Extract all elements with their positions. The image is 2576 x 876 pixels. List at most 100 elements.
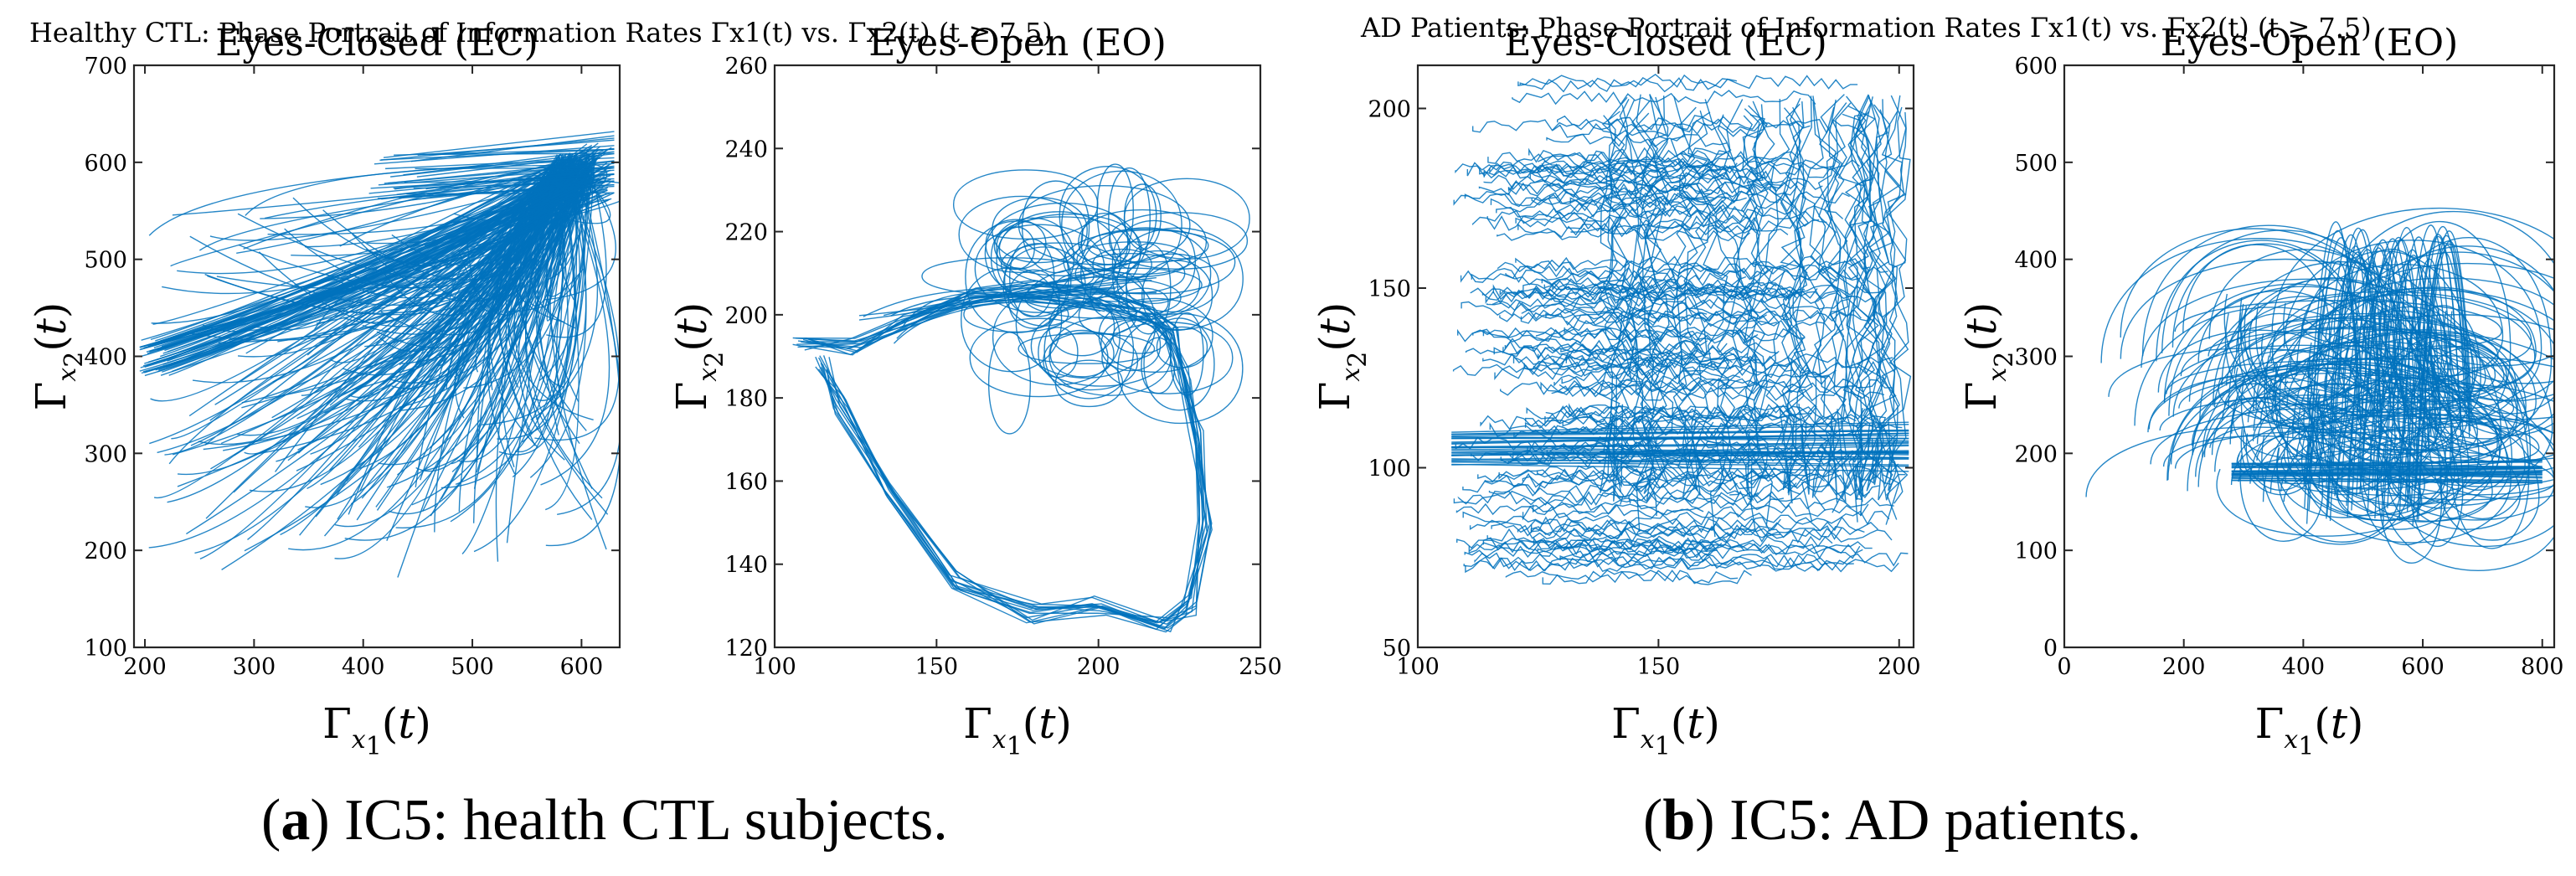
trajectory-line: [2231, 471, 2543, 478]
y-tick-label: 120: [724, 636, 768, 662]
trajectory-line: [900, 280, 1152, 322]
trajectory-line: [2410, 225, 2466, 505]
x-tick-label: 200: [2162, 654, 2206, 680]
trajectory-line: [987, 332, 1032, 435]
trajectory-line: [1462, 479, 1738, 495]
trajectory-line: [801, 283, 1201, 623]
trajectory-line: [1553, 353, 1893, 369]
trajectory-line: [1531, 190, 1850, 206]
trajectory-line: [2231, 462, 2543, 469]
trajectory-line: [2318, 234, 2373, 488]
y-tick-label: 50: [1383, 636, 1411, 662]
trajectory-line: [2362, 334, 2532, 519]
trajectory-line: [1735, 108, 1764, 495]
trajectory-line: [1515, 215, 1820, 232]
trajectory-line: [2208, 317, 2499, 379]
trajectory-group: [1451, 74, 1912, 585]
x-tick-label: 100: [753, 654, 796, 680]
trajectory-line: [1471, 271, 1747, 288]
y-tick-label: 140: [724, 553, 768, 579]
trajectory-line: [157, 176, 602, 373]
trajectory-line: [377, 183, 615, 199]
trajectory-line: [806, 291, 1212, 624]
trajectory-line: [1504, 338, 1708, 353]
trajectory-line: [1553, 539, 1873, 555]
trajectory-line: [1519, 76, 1738, 93]
trajectory-line: [2404, 234, 2460, 502]
trajectory-line: [1533, 536, 1715, 553]
trajectory-line: [866, 286, 1124, 347]
trajectory-line: [2295, 250, 2474, 447]
trajectory-line: [1043, 301, 1135, 399]
trajectory-line: [415, 167, 615, 170]
trajectory-line: [160, 187, 604, 376]
trajectory-line: [1842, 96, 1872, 523]
trajectory-line: [901, 291, 1137, 328]
trajectory-line: [2347, 243, 2403, 518]
panel-title: Eyes-Open (EO): [2161, 22, 2459, 64]
trajectory-line: [1608, 99, 1636, 488]
x-tick-label: 200: [123, 654, 167, 680]
caption-a: (a) IC5: health CTL subjects.: [261, 788, 948, 853]
x-tick-label: 600: [560, 654, 604, 680]
trajectory-line: [155, 189, 608, 371]
trajectory-line: [2262, 378, 2554, 571]
x-tick-label: 200: [1878, 654, 1921, 680]
trajectory-line: [1517, 74, 1858, 90]
trajectory-line: [1631, 100, 1659, 502]
trajectory-line: [1522, 473, 1906, 490]
trajectory-line: [1108, 212, 1249, 270]
trajectory-line: [858, 263, 1128, 321]
trajectory-line: [1483, 168, 1774, 185]
trajectory-line: [162, 179, 607, 354]
trajectory-line: [1112, 319, 1168, 354]
trajectory-line: [393, 173, 615, 189]
trajectory-line: [1647, 96, 1675, 485]
y-tick-label: 0: [2043, 636, 2058, 662]
x-tick-label: 400: [342, 654, 385, 680]
trajectory-line: [1497, 260, 1888, 276]
y-tick-label: 100: [1368, 456, 1411, 482]
panel-title: Eyes-Closed (EC): [215, 22, 538, 64]
trajectory-line: [1124, 183, 1162, 250]
trajectory-line: [2326, 245, 2381, 489]
trajectory-line: [1861, 96, 1888, 483]
caption-b: (b) IC5: AD patients.: [1643, 788, 2141, 853]
trajectory-line: [1080, 213, 1129, 272]
y-tick-label: 400: [2014, 248, 2058, 274]
trajectory-line: [1512, 355, 1803, 371]
trajectory-line: [1780, 103, 1806, 496]
trajectory-line: [1055, 267, 1203, 302]
trajectory-line: [863, 274, 1102, 317]
trajectory-line: [1452, 363, 1837, 380]
trajectory-line: [1101, 322, 1234, 394]
x-tick-label: 300: [233, 654, 276, 680]
trajectory-line: [157, 169, 611, 351]
trajectory-line: [2326, 227, 2382, 516]
trajectory-line: [2214, 384, 2455, 522]
trajectory-line: [1451, 463, 1909, 472]
trajectory-line: [2377, 227, 2432, 480]
y-tick-label: 200: [84, 538, 127, 564]
trajectory-line: [2170, 363, 2470, 521]
trajectory-line: [1048, 316, 1172, 396]
y-tick-label: 150: [1368, 276, 1411, 302]
trajectory-line: [1847, 106, 1877, 501]
trajectory-line: [1156, 326, 1208, 368]
trajectory-line: [1493, 347, 1712, 363]
trajectory-line: [2359, 250, 2414, 494]
trajectory-line: [1499, 307, 1890, 323]
trajectory-line: [172, 156, 600, 373]
trajectory-line: [1551, 385, 1885, 402]
trajectory-line: [1716, 99, 1744, 491]
trajectory-line: [1492, 295, 1725, 312]
trajectory-line: [1141, 337, 1176, 394]
trajectory-line: [2398, 224, 2454, 522]
trajectory-line: [1117, 312, 1244, 425]
y-tick-label: 160: [724, 469, 768, 495]
y-tick-label: 100: [84, 636, 127, 662]
panel-title: Eyes-Open (EO): [868, 22, 1167, 64]
trajectory-line: [1605, 96, 1634, 505]
trajectory-line: [1530, 525, 1842, 540]
